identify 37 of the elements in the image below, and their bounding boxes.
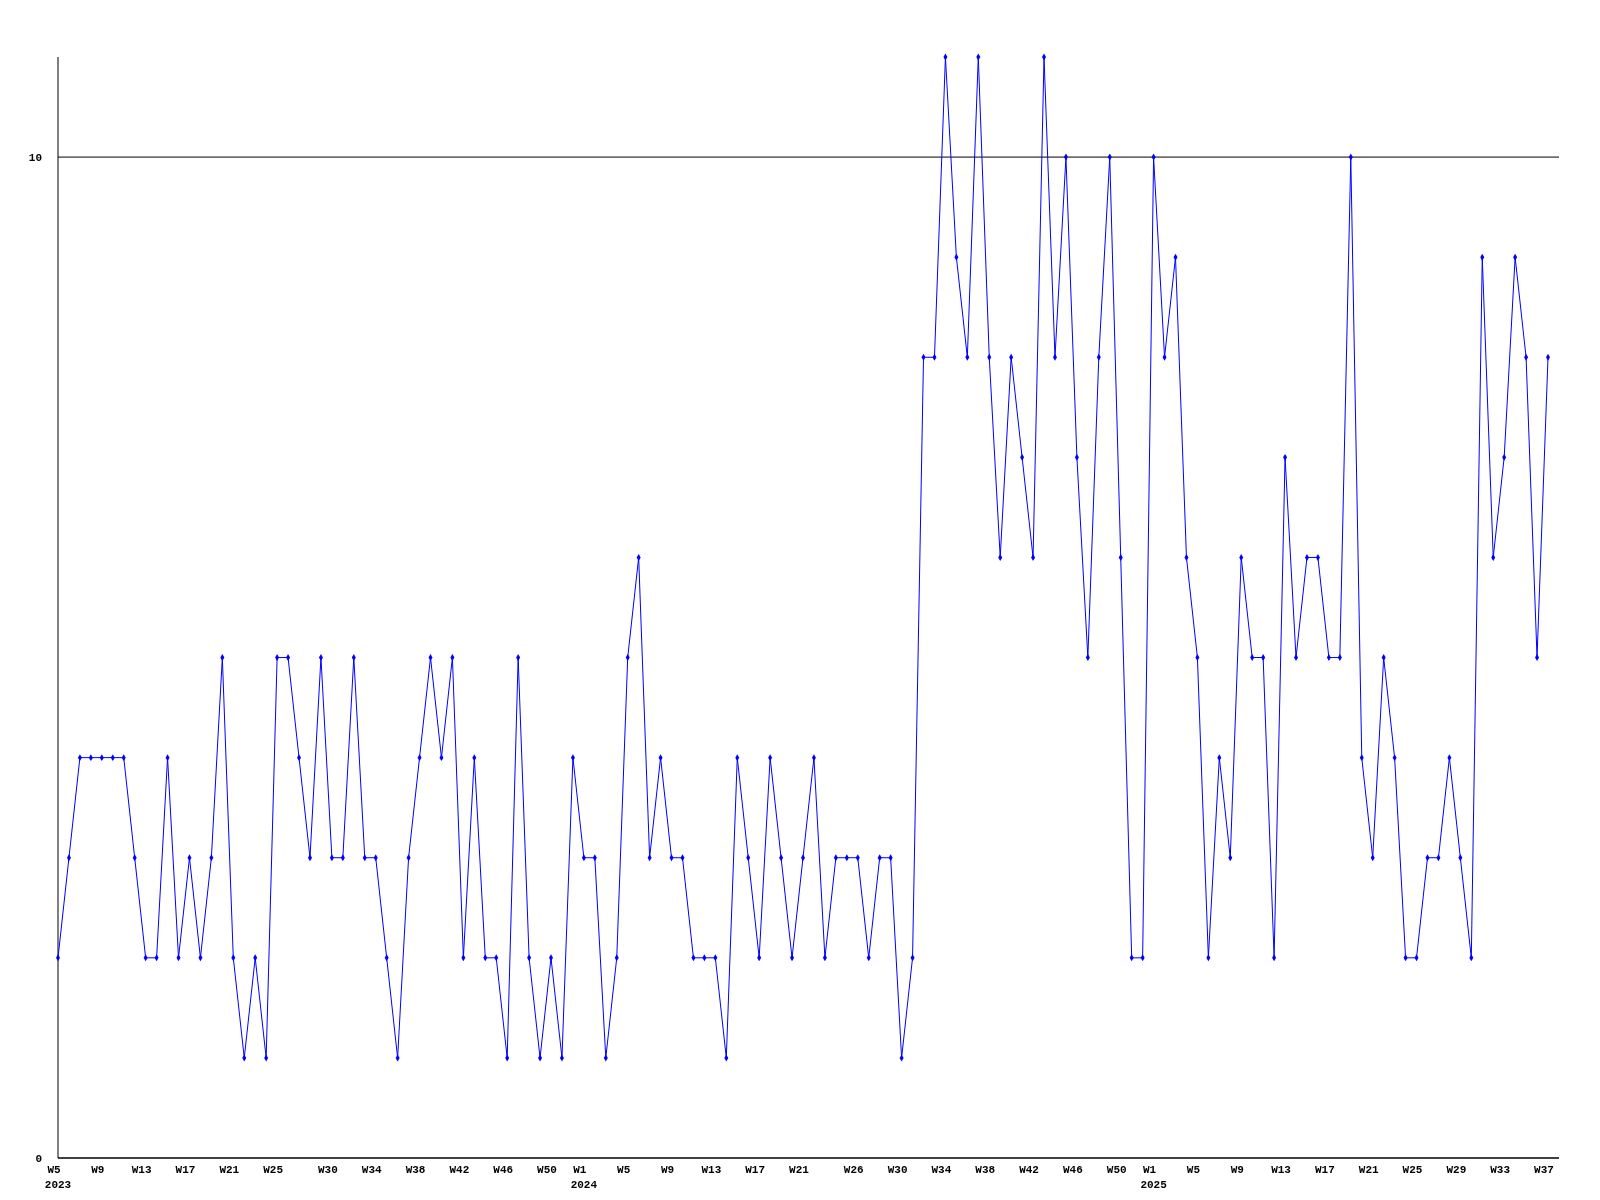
x-tick-label: W37 — [1534, 1164, 1554, 1176]
x-tick-label: W1 2024 — [570, 1164, 598, 1191]
x-tick-label: W33 — [1490, 1164, 1511, 1176]
x-tick-label: W50 — [537, 1164, 557, 1176]
x-tick-label: W34 — [931, 1164, 952, 1176]
x-tick-label: W5 2023 — [44, 1164, 72, 1191]
x-tick-label: W17 — [1314, 1164, 1335, 1176]
x-tick-label: W17 — [745, 1164, 766, 1176]
x-tick-label: W13 — [1271, 1164, 1292, 1176]
x-tick-label: W5 — [617, 1164, 631, 1176]
x-tick-label: W38 — [975, 1164, 996, 1176]
x-tick-label: W9 — [1230, 1164, 1244, 1176]
x-tick-label: W25 — [1402, 1164, 1423, 1176]
x-tick-label: W21 — [219, 1164, 240, 1176]
x-tick-label: W21 — [1358, 1164, 1379, 1176]
x-tick-label: W46 — [1062, 1164, 1083, 1176]
x-tick-label: W13 — [131, 1164, 152, 1176]
x-tick-label: W42 — [449, 1164, 470, 1176]
x-tick-label: W1 2025 — [1140, 1164, 1168, 1191]
x-tick-label: W25 — [263, 1164, 284, 1176]
x-tick-label: W26 — [843, 1164, 864, 1176]
x-tick-label: W30 — [887, 1164, 908, 1176]
x-tick-label: W38 — [405, 1164, 426, 1176]
x-tick-label: W21 — [789, 1164, 810, 1176]
x-tick-label: W34 — [361, 1164, 383, 1176]
y-tick-label: 10 — [28, 152, 42, 165]
x-tick-label: W50 — [1106, 1164, 1127, 1176]
x-tick-label: W9 — [91, 1164, 105, 1176]
x-tick-label: W30 — [317, 1164, 338, 1176]
x-tick-label: W29 — [1446, 1164, 1467, 1176]
x-tick-label: W13 — [701, 1164, 722, 1176]
x-tick-label: W5 — [1186, 1164, 1201, 1176]
y-tick-label: 0 — [35, 1153, 42, 1165]
x-tick-label: W9 — [660, 1164, 675, 1176]
x-tick-label: W46 — [493, 1164, 514, 1176]
x-tick-label: W42 — [1019, 1164, 1039, 1176]
x-tick-label: W17 — [175, 1164, 196, 1176]
